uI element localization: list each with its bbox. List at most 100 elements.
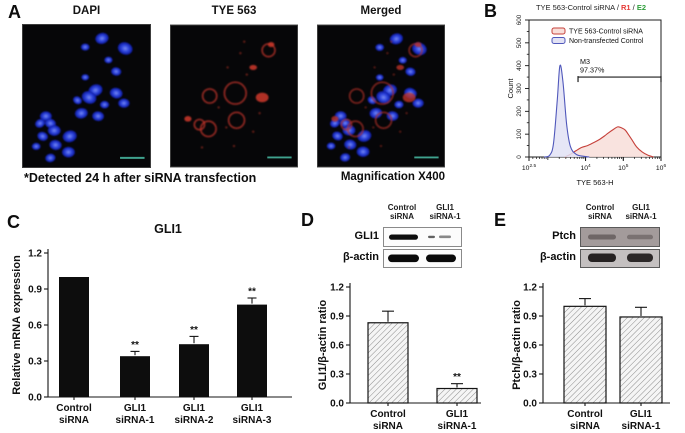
panel-b-label: B [484,1,498,21]
blot-frame [383,249,462,268]
nucleus [45,153,56,163]
y-tick-label: 0.9 [28,285,42,296]
red-blob [402,92,416,103]
panel-c-label: C [7,212,21,232]
red-speckle [392,73,395,76]
red-ring [223,81,248,105]
nucleus [111,67,122,76]
micrograph-title-dapi: DAPI [72,5,101,17]
y-axis-label: Ptch/β-actin ratio [511,300,523,390]
nucleus [369,107,383,119]
legend-label: Non-transfected Control [569,38,644,45]
blot-e-ptch-band-box [580,227,660,247]
x-tick-label: 104 [580,163,591,172]
red-blob [396,64,405,70]
x-category-label: siRNA [570,421,600,432]
red-speckle [232,144,236,148]
blot-band-faint [428,235,435,239]
nucleus [375,74,384,81]
x-tick-label: 105 [618,163,629,172]
y-tick-label: 0.6 [523,341,537,352]
nucleus [367,96,377,105]
x-category-label: GLI1 [241,403,264,414]
blot-frame [580,227,660,247]
nucleus [332,131,343,141]
nucleus [389,33,403,45]
bar [563,305,607,404]
bar [59,277,89,397]
y-tick-label: 1.2 [523,283,537,294]
histogram-curve [543,64,590,158]
y-tick-label: 1.2 [28,249,42,260]
blot-d-row-label-gli1: GLI1 [354,230,379,242]
x-category-label: siRNA-2 [175,415,214,426]
red-speckle [364,106,367,109]
nucleus [398,56,407,64]
nucleus [344,139,357,150]
flow-title-prefix: TYE 563-Control siRNA / [535,3,621,12]
x-category-label: Control [567,409,603,420]
flow-title-e2: E2 [636,3,647,12]
magnification-note: Magnification X400 [340,171,445,183]
red-speckle [347,146,351,149]
blot-d-header-lane1-line2: siRNA [389,212,414,221]
red-speckle [239,51,242,55]
x-category-label: GLI1 [124,403,147,414]
legend-swatch [551,27,566,35]
blot-e-bactin-band-box [580,249,660,268]
nucleus [104,56,113,64]
red-speckle [405,111,408,115]
significance-marker: ** [131,340,139,351]
blot-band [426,254,456,263]
y-tick-label: 0.6 [28,321,42,332]
red-speckle [243,40,246,43]
red-ring [340,118,353,131]
y-tick-label: 0.9 [523,312,537,323]
y-axis-label: Count [506,78,515,99]
histogram-area [544,65,590,157]
nucleus [109,87,123,99]
blot-band [627,253,653,262]
nucleus [386,111,399,121]
x-category-label: siRNA-1 [438,421,477,432]
nucleus [117,42,133,55]
legend-swatch [551,37,566,44]
red-speckle [226,66,229,69]
red-blob [414,42,422,48]
red-speckle [245,73,248,76]
nucleus [356,146,370,157]
blot-band [588,234,616,240]
significance-marker: ** [453,372,461,383]
y-tick-label: 100 [516,128,523,139]
panel-e-label: E [494,210,507,230]
blot-e-header-lane2-line2: siRNA-1 [625,212,657,221]
nucleus [47,125,61,136]
y-tick-label: 500 [516,37,523,48]
legend-label: TYE 563-Control siRNA [569,29,643,36]
nuclei-layer [31,32,133,163]
blot-d-gli1-band-box [383,227,462,247]
y-tick-label: 400 [516,60,523,71]
red-speckle [200,146,204,149]
panel-d-label: D [301,210,315,230]
micrograph-tye563 [170,24,298,168]
histogram-area [564,126,654,157]
nucleus [412,98,424,108]
nucleus [405,67,416,76]
red-speckle [390,40,393,43]
red-blob [255,92,269,103]
blot-e-header-lane1-line1: Control [585,203,615,212]
red-speckle [379,144,383,148]
nucleus [326,142,336,150]
x-category-label: GLI1 [183,403,206,414]
panel-a-caption: *Detected 24 h after siRNA transfection [24,171,257,185]
micrograph-background [170,24,298,168]
nucleus [394,100,404,109]
y-tick-label: 0.9 [330,312,344,323]
red-blob [267,42,275,48]
nucleus [375,43,385,51]
blot-e-header-lane1: Control siRNA [575,203,625,221]
nucleus [99,100,110,109]
blot-d-header-lane2: GLI1 siRNA-1 [420,203,470,221]
